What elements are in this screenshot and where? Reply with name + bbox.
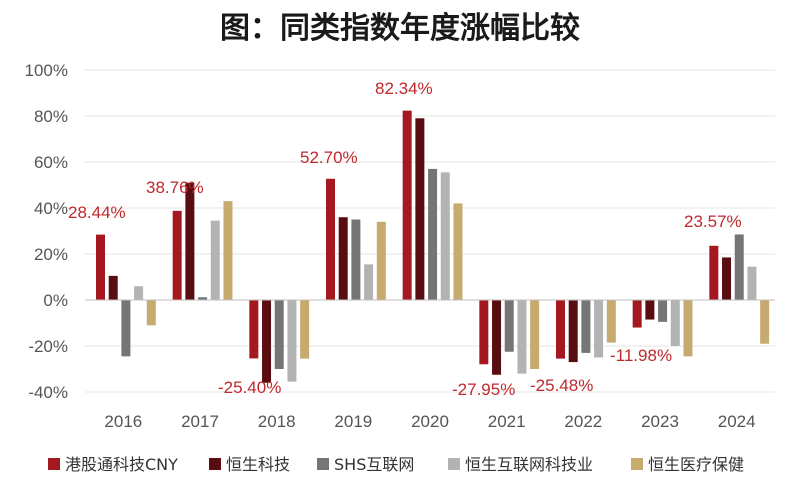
y-tick-label: 80%	[34, 107, 68, 126]
x-tick-label: 2024	[718, 412, 756, 431]
bar	[517, 300, 527, 374]
bar	[670, 300, 680, 346]
bar	[210, 220, 220, 300]
data-label: 38.76%	[146, 178, 204, 197]
bar	[440, 172, 450, 300]
bar	[504, 300, 514, 352]
bar	[658, 300, 668, 322]
bar	[709, 245, 719, 300]
legend: 港股通科技CNY 恒生科技 SHS互联网 恒生互联网科技业 恒生医疗保健	[48, 455, 744, 474]
bar	[402, 110, 412, 300]
bar	[223, 201, 233, 300]
y-tick-label: -20%	[28, 337, 68, 356]
y-tick-label: 40%	[34, 199, 68, 218]
x-tick-label: 2023	[641, 412, 679, 431]
bar	[262, 300, 272, 383]
legend-swatch	[317, 458, 329, 470]
bar	[121, 300, 131, 357]
x-tick-label: 2020	[411, 412, 449, 431]
bar	[351, 219, 361, 300]
legend-swatch	[209, 458, 221, 470]
bar	[287, 300, 297, 382]
x-tick-label: 2017	[181, 412, 219, 431]
bar	[185, 182, 195, 300]
chart-title: 图：同类指数年度涨幅比较	[220, 11, 580, 46]
bar	[581, 300, 591, 353]
y-tick-label: 20%	[34, 245, 68, 264]
x-tick-label: 2018	[258, 412, 296, 431]
bar	[530, 300, 540, 369]
data-label: 52.70%	[300, 148, 358, 167]
data-label: -27.95%	[452, 380, 515, 399]
bar	[556, 300, 565, 359]
data-labels: 28.44% 38.76% -25.40% 52.70% 82.34% -27.95% -2…	[68, 79, 742, 399]
data-label: 23.57%	[684, 212, 742, 231]
bar	[300, 300, 310, 359]
bar	[734, 234, 744, 300]
y-tick-label: 0%	[43, 291, 68, 310]
legend-swatch	[48, 458, 60, 470]
x-axis-ticks: 2016 2017 2018 2019 2020 2021 2022 2023 2024	[104, 412, 755, 431]
bar	[632, 300, 642, 328]
legend-label: SHS互联网	[334, 455, 414, 474]
bars	[96, 110, 770, 383]
bar	[722, 257, 732, 300]
data-label: -25.40%	[218, 378, 281, 397]
bar	[606, 300, 616, 343]
bar	[274, 300, 284, 369]
data-label: 82.34%	[375, 79, 433, 98]
bar	[146, 300, 156, 326]
bar	[645, 300, 655, 320]
y-tick-label: -40%	[28, 383, 68, 402]
data-label: -25.48%	[530, 376, 593, 395]
x-tick-label: 2022	[564, 412, 602, 431]
x-tick-label: 2021	[488, 412, 526, 431]
bar	[172, 210, 182, 300]
bar	[108, 275, 118, 300]
y-tick-label: 100%	[25, 61, 68, 80]
legend-swatch	[448, 458, 460, 470]
y-axis-ticks: 100% 80% 60% 40% 20% 0% -20% -40%	[25, 61, 68, 402]
bar	[594, 300, 604, 358]
legend-swatch	[631, 458, 643, 470]
bar	[747, 266, 757, 300]
bar	[249, 300, 259, 359]
data-label: 28.44%	[68, 203, 126, 222]
bar	[683, 300, 693, 357]
bar	[568, 300, 578, 363]
bar	[376, 221, 386, 300]
bar	[338, 217, 348, 300]
data-label: -11.98%	[610, 346, 672, 365]
x-tick-label: 2019	[334, 412, 372, 431]
bar	[198, 297, 208, 300]
y-tick-label: 60%	[34, 153, 68, 172]
bar	[134, 286, 144, 300]
legend-label: 恒生互联网科技业	[465, 455, 593, 474]
bar	[479, 300, 489, 365]
bar	[453, 203, 463, 300]
bar	[96, 234, 105, 300]
legend-label: 恒生医疗保健	[648, 455, 744, 474]
bar	[326, 178, 335, 300]
legend-label: 港股通科技CNY	[65, 455, 178, 474]
bar	[428, 168, 438, 300]
legend-label: 恒生科技	[226, 455, 290, 474]
bar	[492, 300, 502, 375]
x-tick-label: 2016	[104, 412, 142, 431]
bar	[760, 300, 770, 344]
bar	[364, 264, 374, 300]
bar	[415, 118, 425, 300]
